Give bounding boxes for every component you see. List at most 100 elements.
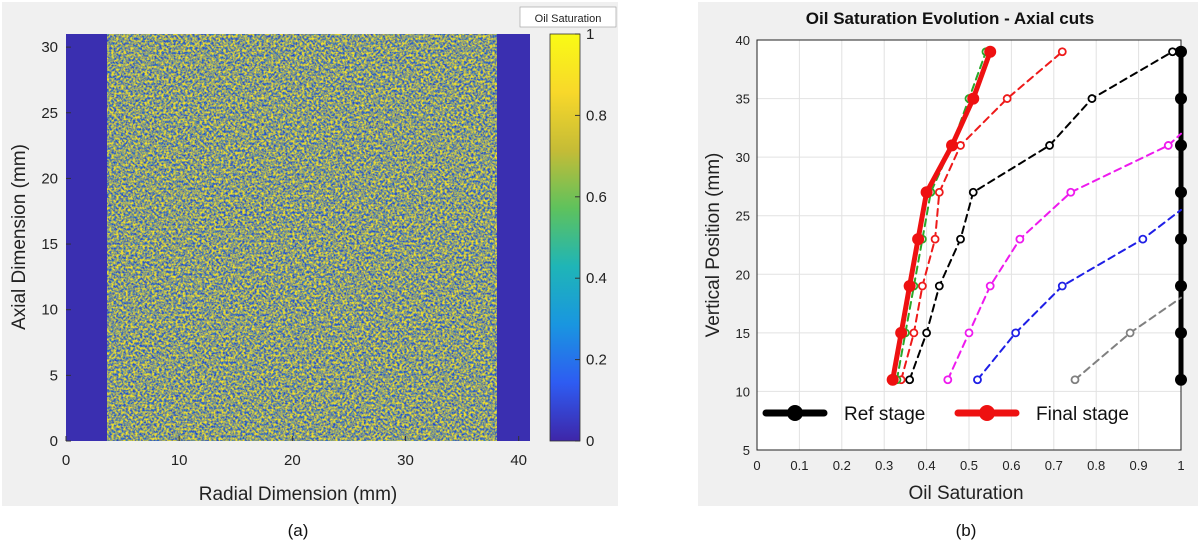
series-7-line — [890, 49, 993, 383]
line-plot-series — [886, 44, 1187, 386]
line-plot-ticks: 0 0.1 0.2 0.3 0.4 0.5 0.6 0.7 0.8 0.9 151015202530… — [736, 33, 1185, 473]
heatmap-y-tick-label: 20 — [41, 170, 58, 187]
series-0-point — [1175, 280, 1187, 292]
panel-b: 0 0.1 0.2 0.3 0.4 0.5 0.6 0.7 0.8 0.9 151015202530… — [698, 2, 1198, 506]
colorbar-tick-label: 0.2 — [586, 352, 607, 369]
series-0-point — [1175, 326, 1187, 339]
series-5-point — [1057, 47, 1067, 57]
colorbar-tick-label: 0.6 — [586, 189, 607, 206]
series-7-point — [895, 326, 908, 339]
heatmap-x-tick-label: 40 — [510, 452, 527, 469]
heatmap-right-band — [497, 34, 530, 441]
series-1-point — [1125, 328, 1135, 338]
series-5-point — [909, 328, 919, 338]
y-tick-label: 25 — [736, 209, 750, 224]
line-plot-title: Oil Saturation Evolution - Axial cuts — [806, 9, 1094, 28]
caption-a: (a) — [288, 521, 309, 540]
legend-swatch-marker — [787, 405, 803, 421]
colorbar-tick-label: 1 — [586, 26, 594, 43]
colorbar-ticks: 0 0.2 0.4 0.6 0.8 1 — [575, 26, 607, 450]
x-tick-label: 0.8 — [1087, 458, 1105, 473]
series-4-point — [968, 187, 978, 197]
series-6-line — [895, 50, 987, 381]
series-4-point — [1168, 47, 1177, 57]
series-4-point — [905, 375, 915, 385]
panel-a: 0 10 20 30 40 0 5 10 15 20 25 30 0 0.2 0.4 0.6 0.8 1 Oil… — [2, 2, 618, 506]
series-7-point — [886, 373, 899, 386]
x-tick-label: 0.6 — [1002, 458, 1020, 473]
colorbar-tick-label: 0.8 — [586, 107, 607, 124]
legend-swatch-marker — [979, 405, 995, 421]
heatmap-x-tick-label: 0 — [62, 452, 70, 469]
heatmap-y-tick-label: 0 — [50, 433, 58, 450]
heatmap-y-tick-label: 15 — [41, 236, 58, 253]
series-5-point — [934, 187, 944, 197]
y-tick-label: 5 — [743, 443, 750, 458]
series-7-point — [903, 280, 916, 292]
x-tick-label: 0.2 — [833, 458, 851, 473]
series-3-point — [1163, 141, 1173, 150]
x-tick-label: 0.4 — [918, 458, 936, 473]
series-0-point — [1175, 186, 1187, 199]
series-1-point — [1070, 375, 1080, 385]
series-4-point — [1045, 141, 1054, 150]
x-tick-label: 0 — [753, 458, 760, 473]
series-7-point — [967, 92, 980, 105]
series-0-point — [1175, 373, 1187, 386]
series-3-point — [943, 375, 953, 385]
series-7-point — [912, 233, 925, 246]
series-5-point — [930, 234, 940, 244]
series-5-line — [900, 50, 1064, 381]
y-tick-label: 10 — [736, 384, 750, 399]
colorbar-tick-label: 0 — [586, 433, 594, 450]
line-plot-x-axis-label: Oil Saturation — [908, 483, 1023, 504]
y-tick-label: 20 — [736, 267, 750, 282]
legend-label: Final stage — [1036, 404, 1129, 425]
heatmap-y-axis-label: Axial Dimension (mm) — [9, 144, 30, 330]
series-5-point — [917, 281, 927, 291]
series-0-point — [1175, 233, 1187, 246]
y-tick-label: 40 — [736, 33, 750, 48]
series-2-point — [1011, 328, 1021, 338]
y-tick-label: 15 — [736, 326, 750, 341]
heatmap-y-tick-label: 30 — [41, 39, 58, 56]
heatmap-x-tick-label: 20 — [284, 452, 301, 469]
heatmap-ticks: 0 10 20 30 40 0 5 10 15 20 25 30 — [41, 39, 527, 469]
y-tick-label: 35 — [736, 92, 750, 107]
series-7-point — [946, 139, 959, 152]
y-tick-label: 30 — [736, 150, 750, 165]
colorbar-label-box — [519, 6, 617, 28]
legend: Ref stage Final stage — [762, 404, 1129, 425]
series-3-point — [1066, 187, 1076, 197]
series-4-point — [1087, 94, 1097, 103]
series-5-point — [1002, 94, 1012, 103]
series-2-point — [973, 375, 982, 385]
series-3-point — [964, 328, 974, 338]
colorbar-label: Oil Saturation — [535, 13, 602, 25]
colorbar-tick-label: 0.4 — [586, 270, 607, 287]
series-7-point — [984, 45, 997, 58]
series-3-point — [1015, 234, 1025, 244]
x-tick-label: 1 — [1177, 458, 1184, 473]
series-4-point — [934, 281, 944, 291]
colorbar — [549, 33, 581, 442]
heatmap-y-tick-label: 5 — [50, 367, 58, 384]
line-plot-y-axis-label: Vertical Position (mm) — [703, 153, 724, 338]
legend-label: Ref stage — [844, 404, 925, 425]
heatmap-left-band — [66, 34, 107, 441]
heatmap-core-yellow — [107, 34, 497, 441]
heatmap-x-axis-label: Radial Dimension (mm) — [199, 484, 398, 505]
x-tick-label: 0.1 — [790, 458, 808, 473]
x-tick-label: 0.5 — [960, 458, 978, 473]
x-tick-label: 0.3 — [875, 458, 893, 473]
series-4-point — [922, 328, 931, 338]
caption-b: (b) — [956, 521, 977, 540]
series-3-point — [985, 281, 995, 291]
series-4-point — [956, 234, 965, 244]
x-tick-label: 0.7 — [1045, 458, 1063, 473]
series-0-point — [1175, 92, 1187, 105]
heatmap-x-tick-label: 10 — [171, 452, 188, 469]
series-2-point — [1057, 281, 1067, 291]
heatmap-y-tick-label: 25 — [41, 105, 58, 122]
